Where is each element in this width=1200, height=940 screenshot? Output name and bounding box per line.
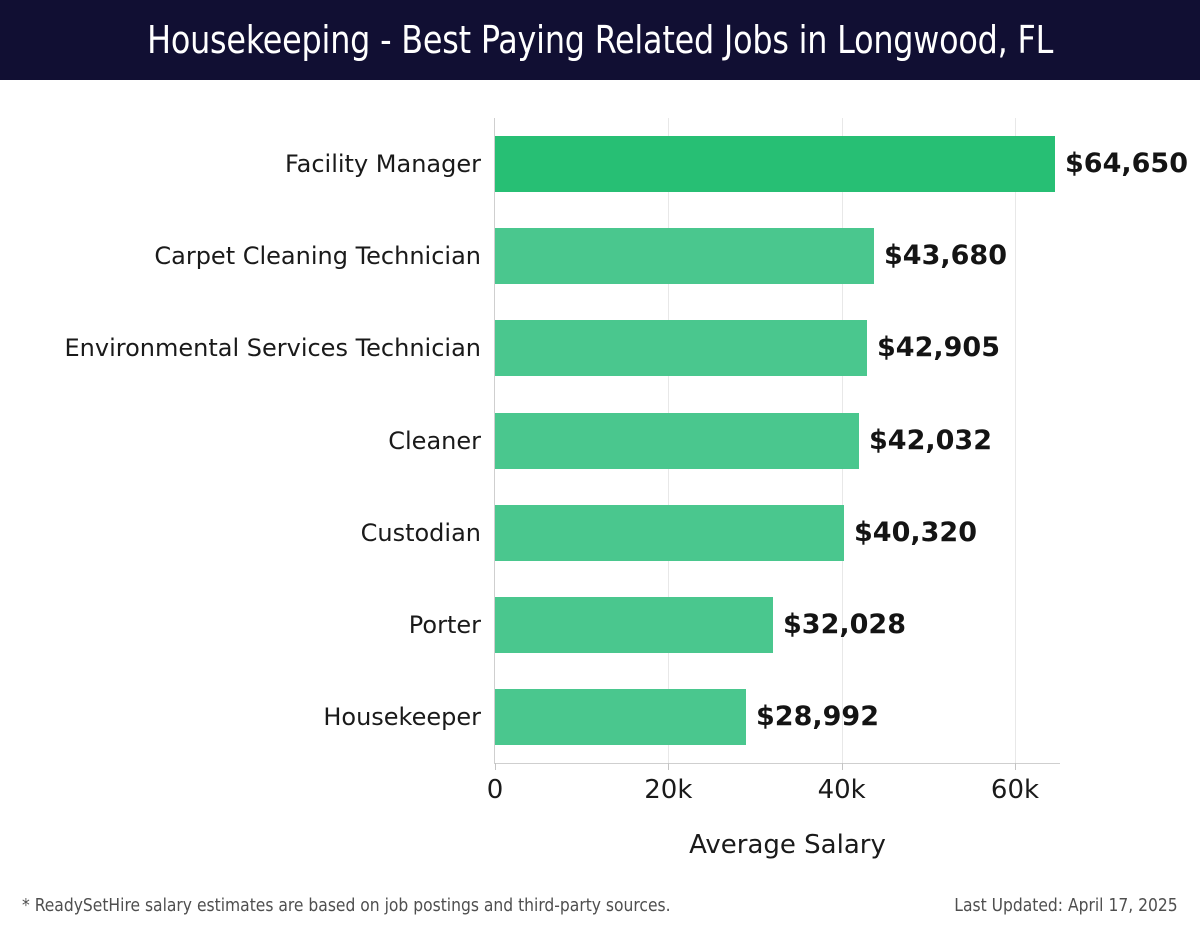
bar-row[interactable]: Housekeeper $28,992	[0, 689, 1200, 745]
y-axis-category-label: Porter	[0, 597, 481, 653]
bar[interactable]	[495, 689, 746, 745]
x-axis-tick-label: 20k	[644, 775, 693, 805]
bar[interactable]	[495, 505, 844, 561]
x-axis-tick	[1015, 763, 1016, 770]
bar[interactable]	[495, 228, 874, 284]
bar[interactable]	[495, 413, 859, 469]
bar-value-label: $40,320	[854, 517, 977, 548]
x-axis-tick-label: 0	[486, 775, 504, 805]
category-label-text: Custodian	[360, 519, 481, 547]
bar-row[interactable]: Facility Manager $64,650	[0, 136, 1200, 192]
chart-header: Housekeeping - Best Paying Related Jobs …	[0, 0, 1200, 80]
category-label-text: Porter	[408, 611, 481, 639]
y-axis-category-label: Carpet Cleaning Technician	[0, 228, 481, 284]
bar[interactable]	[495, 136, 1055, 192]
bar-value-label: $42,905	[877, 332, 1000, 363]
y-axis-category-label: Facility Manager	[0, 136, 481, 192]
bar-value-label: $42,032	[869, 425, 992, 456]
x-axis-tick	[668, 763, 670, 770]
footer-disclaimer: * ReadySetHire salary estimates are base…	[22, 895, 671, 916]
gridline	[1015, 118, 1016, 763]
x-axis-tick-label: 40k	[817, 775, 866, 805]
bar-value-label: $28,992	[756, 701, 879, 732]
x-axis-tick	[495, 763, 496, 770]
y-axis-category-label: Housekeeper	[0, 689, 481, 745]
y-axis-category-label: Environmental Services Technician	[0, 320, 482, 376]
x-axis-line	[494, 763, 1060, 764]
category-label-text: Environmental Services Technician	[64, 334, 482, 362]
y-axis-spine	[494, 118, 495, 763]
bar-row[interactable]: Cleaner $42,032	[0, 413, 1200, 469]
bar-value-label: $43,680	[884, 240, 1007, 271]
category-label-text: Carpet Cleaning Technician	[154, 242, 481, 270]
page-title: Housekeeping - Best Paying Related Jobs …	[147, 18, 1053, 62]
bar[interactable]	[495, 597, 773, 653]
bar-value-label: $32,028	[783, 609, 906, 640]
bar-row[interactable]: Custodian $40,320	[0, 505, 1200, 561]
y-axis-category-label: Cleaner	[0, 413, 481, 469]
x-axis-title: Average Salary	[689, 830, 886, 860]
footer-last-updated: Last Updated: April 17, 2025	[954, 895, 1178, 916]
bar-row[interactable]: Porter $32,028	[0, 597, 1200, 653]
bar-value-label: $64,650	[1065, 148, 1188, 179]
chart-footer: * ReadySetHire salary estimates are base…	[0, 895, 1200, 940]
bar-row[interactable]: Environmental Services Technician $42,905	[0, 320, 1200, 376]
y-axis-category-label: Custodian	[0, 505, 481, 561]
category-label-text: Housekeeper	[323, 703, 481, 731]
x-axis-tick-label: 60k	[990, 775, 1040, 805]
bar-row[interactable]: Carpet Cleaning Technician $43,680	[0, 228, 1200, 284]
bar[interactable]	[495, 320, 867, 376]
category-label-text: Cleaner	[388, 427, 481, 455]
category-label-text: Facility Manager	[285, 150, 481, 178]
x-axis-tick	[841, 763, 843, 770]
